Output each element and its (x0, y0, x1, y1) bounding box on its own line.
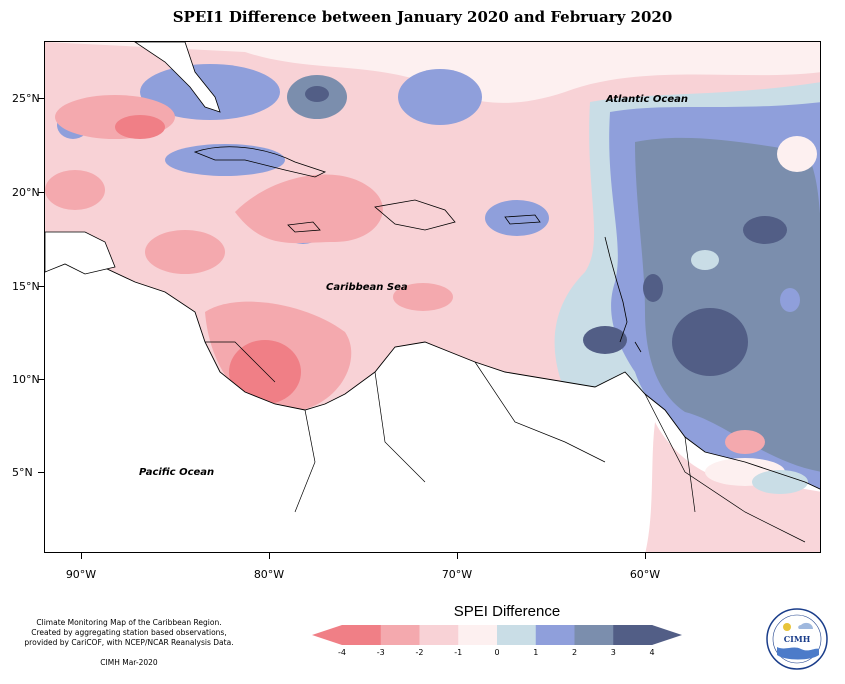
legend-tick-label: 2 (571, 648, 578, 657)
lat-label: 25°N (12, 92, 40, 105)
sun-icon (783, 623, 791, 631)
jamaica-outline (287, 221, 321, 233)
lon-label: 90°W (65, 568, 97, 581)
hispaniola-outline (374, 199, 456, 231)
lat-label: 10°N (12, 373, 40, 386)
dark-blue-blob (583, 326, 627, 354)
dark-blue-blob (743, 216, 787, 244)
lat-label: 5°N (12, 466, 33, 479)
legend-tick-label: -4 (338, 648, 346, 657)
red-zone (115, 115, 165, 139)
legend-cell (342, 625, 382, 645)
blue-blob (398, 69, 482, 125)
pale-blob (691, 250, 719, 270)
guiana-pink (645, 422, 820, 552)
cuba-outline (193, 146, 327, 178)
legend-tick-label: 3 (610, 648, 616, 657)
dark-blue-blob (305, 86, 329, 102)
south-america-land (45, 262, 820, 552)
blue-blob (780, 288, 800, 312)
axis-tick (457, 553, 458, 559)
dark-blue-blob (643, 274, 663, 302)
lat-label: 20°N (12, 186, 40, 199)
salmon-zone (145, 230, 225, 274)
legend-tick-label: -1 (454, 648, 463, 657)
puerto-rico-outline (504, 214, 541, 225)
cloud-icon (798, 622, 813, 629)
logo-text: CIMH (783, 634, 811, 644)
salmon-zone (725, 430, 765, 454)
credits-line: Climate Monitoring Map of the Caribbean … (36, 618, 222, 627)
light-blob (777, 136, 817, 172)
axis-tick (38, 379, 44, 380)
salmon-zone (235, 174, 383, 244)
axis-tick (81, 553, 82, 559)
credits-line: provided by CariCOF, with NCEP/NCAR Rean… (24, 638, 234, 647)
axis-tick (645, 553, 646, 559)
ocean-label-caribbean: Caribbean Sea (326, 282, 408, 293)
credits-line: Created by aggregating station based obs… (31, 628, 227, 637)
legend-cell (380, 625, 420, 645)
dark-blue-blob (672, 308, 748, 376)
legend-tick-label: 0 (494, 648, 500, 657)
lesser-antilles-outline (604, 236, 642, 353)
ocean-label-pacific: Pacific Ocean (139, 467, 215, 478)
lon-label: 60°W (629, 568, 661, 581)
lon-label: 80°W (253, 568, 285, 581)
ocean-label-atlantic: Atlantic Ocean (606, 94, 688, 105)
legend-cell (497, 625, 537, 645)
lat-label: 15°N (12, 280, 40, 293)
axis-tick (38, 286, 44, 287)
spei-map (45, 42, 820, 552)
map-title: SPEI1 Difference between January 2020 an… (172, 8, 673, 26)
cimh-logo (766, 608, 828, 670)
legend-cell (574, 625, 614, 645)
axis-tick (269, 553, 270, 559)
legend-cell (613, 625, 653, 645)
lon-label: 70°W (441, 568, 473, 581)
salmon-zone (45, 170, 105, 210)
credits-stamp: CIMH Mar-2020 (100, 658, 158, 667)
legend-colorbar (312, 625, 682, 645)
legend-tick-label: 4 (649, 648, 655, 657)
puerto-rico-blue (485, 200, 549, 236)
legend-tick-label: -2 (415, 648, 424, 657)
salmon-zone (393, 283, 453, 311)
legend-title: SPEI Difference (453, 603, 561, 620)
guiana-pale-blue (752, 470, 808, 494)
legend-tick-label: 1 (533, 648, 539, 657)
legend-tick-label: -3 (376, 648, 385, 657)
florida-land (134, 42, 221, 113)
yucatan-land (45, 231, 116, 275)
credits-block: Climate Monitoring Map of the Caribbean … (14, 618, 244, 668)
axis-tick (38, 472, 44, 473)
country-borders (205, 341, 806, 543)
legend-arrow-low (312, 625, 342, 645)
axis-tick (38, 98, 44, 99)
legend-arrow-high (652, 625, 682, 645)
legend-cell (458, 625, 498, 645)
map-panel (44, 41, 821, 553)
legend-cell (535, 625, 575, 645)
legend-cell (419, 625, 459, 645)
axis-tick (38, 192, 44, 193)
coastline (45, 261, 820, 490)
